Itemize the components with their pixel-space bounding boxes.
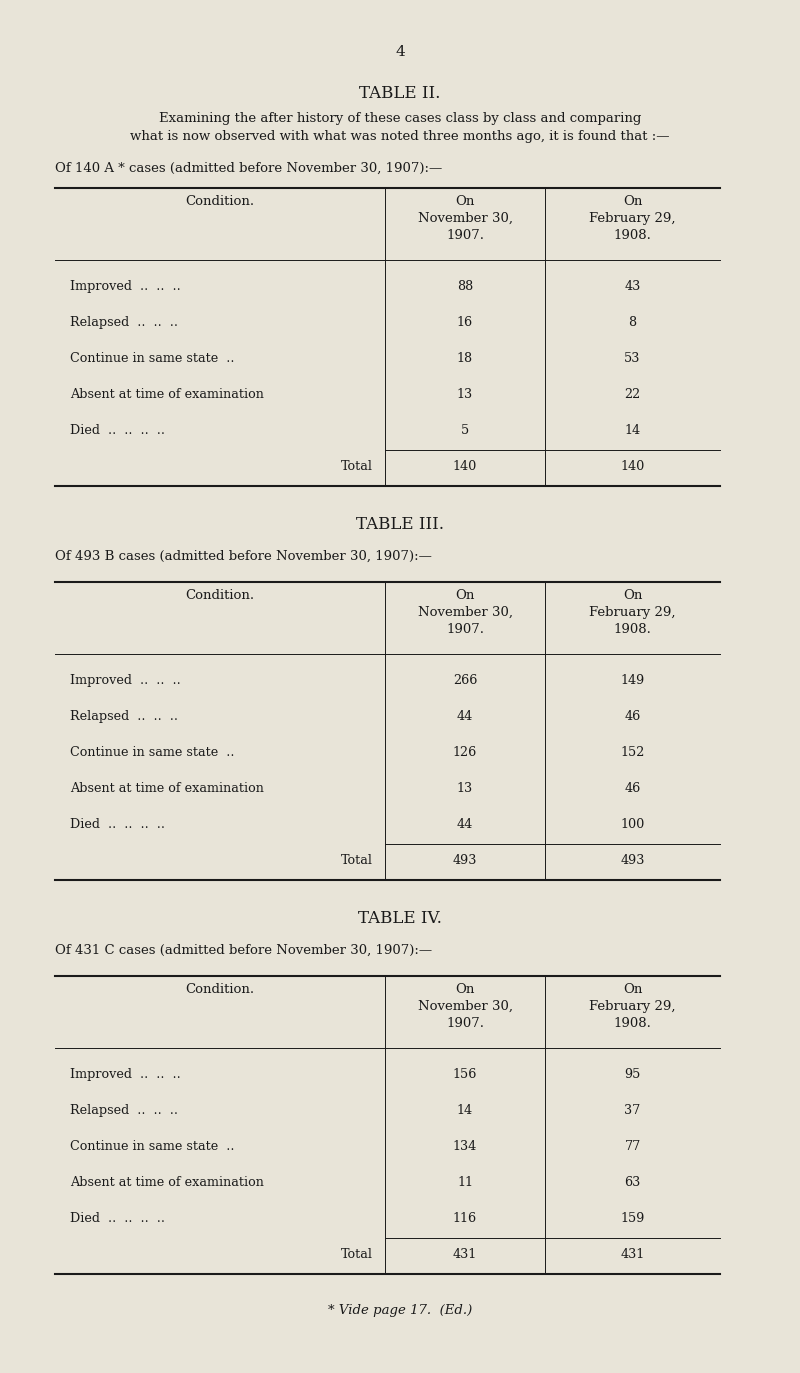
Text: 13: 13 bbox=[457, 387, 473, 401]
Text: TABLE III.: TABLE III. bbox=[356, 516, 444, 533]
Text: 46: 46 bbox=[624, 781, 641, 795]
Text: Of 431 C cases (admitted before November 30, 1907):—: Of 431 C cases (admitted before November… bbox=[55, 945, 432, 957]
Text: On
November 30,
1907.: On November 30, 1907. bbox=[418, 589, 513, 636]
Text: Absent at time of examination: Absent at time of examination bbox=[70, 1175, 264, 1189]
Text: 266: 266 bbox=[453, 674, 477, 686]
Text: Died  ..  ..  ..  ..: Died .. .. .. .. bbox=[70, 424, 165, 437]
Text: 5: 5 bbox=[461, 424, 469, 437]
Text: Continue in same state  ..: Continue in same state .. bbox=[70, 746, 234, 759]
Text: 22: 22 bbox=[624, 387, 641, 401]
Text: 44: 44 bbox=[457, 818, 473, 831]
Text: 140: 140 bbox=[453, 460, 477, 472]
Text: Improved  ..  ..  ..: Improved .. .. .. bbox=[70, 674, 181, 686]
Text: 159: 159 bbox=[620, 1212, 645, 1225]
Text: Improved  ..  ..  ..: Improved .. .. .. bbox=[70, 280, 181, 292]
Text: Total: Total bbox=[341, 854, 373, 866]
Text: Condition.: Condition. bbox=[186, 983, 254, 995]
Text: TABLE II.: TABLE II. bbox=[359, 85, 441, 102]
Text: 43: 43 bbox=[624, 280, 641, 292]
Text: Of 493 B cases (admitted before November 30, 1907):—: Of 493 B cases (admitted before November… bbox=[55, 551, 432, 563]
Text: 44: 44 bbox=[457, 710, 473, 722]
Text: 53: 53 bbox=[624, 351, 641, 365]
Text: 149: 149 bbox=[620, 674, 645, 686]
Text: Condition.: Condition. bbox=[186, 589, 254, 601]
Text: 8: 8 bbox=[629, 316, 637, 328]
Text: Continue in same state  ..: Continue in same state .. bbox=[70, 1140, 234, 1153]
Text: 493: 493 bbox=[453, 854, 477, 866]
Text: 63: 63 bbox=[624, 1175, 641, 1189]
Text: 431: 431 bbox=[453, 1248, 477, 1260]
Text: Relapsed  ..  ..  ..: Relapsed .. .. .. bbox=[70, 316, 178, 328]
Text: 77: 77 bbox=[624, 1140, 641, 1153]
Text: 14: 14 bbox=[625, 424, 641, 437]
Text: Died  ..  ..  ..  ..: Died .. .. .. .. bbox=[70, 1212, 165, 1225]
Text: 140: 140 bbox=[620, 460, 645, 472]
Text: Continue in same state  ..: Continue in same state .. bbox=[70, 351, 234, 365]
Text: 493: 493 bbox=[620, 854, 645, 866]
Text: Total: Total bbox=[341, 460, 373, 472]
Text: 134: 134 bbox=[453, 1140, 477, 1153]
Text: Relapsed  ..  ..  ..: Relapsed .. .. .. bbox=[70, 1104, 178, 1116]
Text: On
November 30,
1907.: On November 30, 1907. bbox=[418, 195, 513, 242]
Text: Condition.: Condition. bbox=[186, 195, 254, 207]
Text: 156: 156 bbox=[453, 1068, 477, 1081]
Text: Examining the after history of these cases class by class and comparing
what is : Examining the after history of these cas… bbox=[130, 113, 670, 143]
Text: 88: 88 bbox=[457, 280, 473, 292]
Text: 126: 126 bbox=[453, 746, 477, 759]
Text: * Vide page 17.  (Ed.): * Vide page 17. (Ed.) bbox=[328, 1304, 472, 1317]
Text: TABLE IV.: TABLE IV. bbox=[358, 910, 442, 927]
Text: 14: 14 bbox=[457, 1104, 473, 1116]
Text: 37: 37 bbox=[624, 1104, 641, 1116]
Text: 431: 431 bbox=[620, 1248, 645, 1260]
Text: 4: 4 bbox=[395, 45, 405, 59]
Text: Of 140 A * cases (admitted before November 30, 1907):—: Of 140 A * cases (admitted before Novemb… bbox=[55, 162, 442, 174]
Text: 16: 16 bbox=[457, 316, 473, 328]
Text: 116: 116 bbox=[453, 1212, 477, 1225]
Text: 100: 100 bbox=[620, 818, 645, 831]
Text: Absent at time of examination: Absent at time of examination bbox=[70, 781, 264, 795]
Text: On
February 29,
1908.: On February 29, 1908. bbox=[590, 983, 676, 1030]
Text: Total: Total bbox=[341, 1248, 373, 1260]
Text: 13: 13 bbox=[457, 781, 473, 795]
Text: On
November 30,
1907.: On November 30, 1907. bbox=[418, 983, 513, 1030]
Text: Improved  ..  ..  ..: Improved .. .. .. bbox=[70, 1068, 181, 1081]
Text: 46: 46 bbox=[624, 710, 641, 722]
Text: Died  ..  ..  ..  ..: Died .. .. .. .. bbox=[70, 818, 165, 831]
Text: On
February 29,
1908.: On February 29, 1908. bbox=[590, 195, 676, 242]
Text: 18: 18 bbox=[457, 351, 473, 365]
Text: On
February 29,
1908.: On February 29, 1908. bbox=[590, 589, 676, 636]
Text: 95: 95 bbox=[624, 1068, 641, 1081]
Text: 11: 11 bbox=[457, 1175, 473, 1189]
Text: Relapsed  ..  ..  ..: Relapsed .. .. .. bbox=[70, 710, 178, 722]
Text: Absent at time of examination: Absent at time of examination bbox=[70, 387, 264, 401]
Text: 152: 152 bbox=[620, 746, 645, 759]
